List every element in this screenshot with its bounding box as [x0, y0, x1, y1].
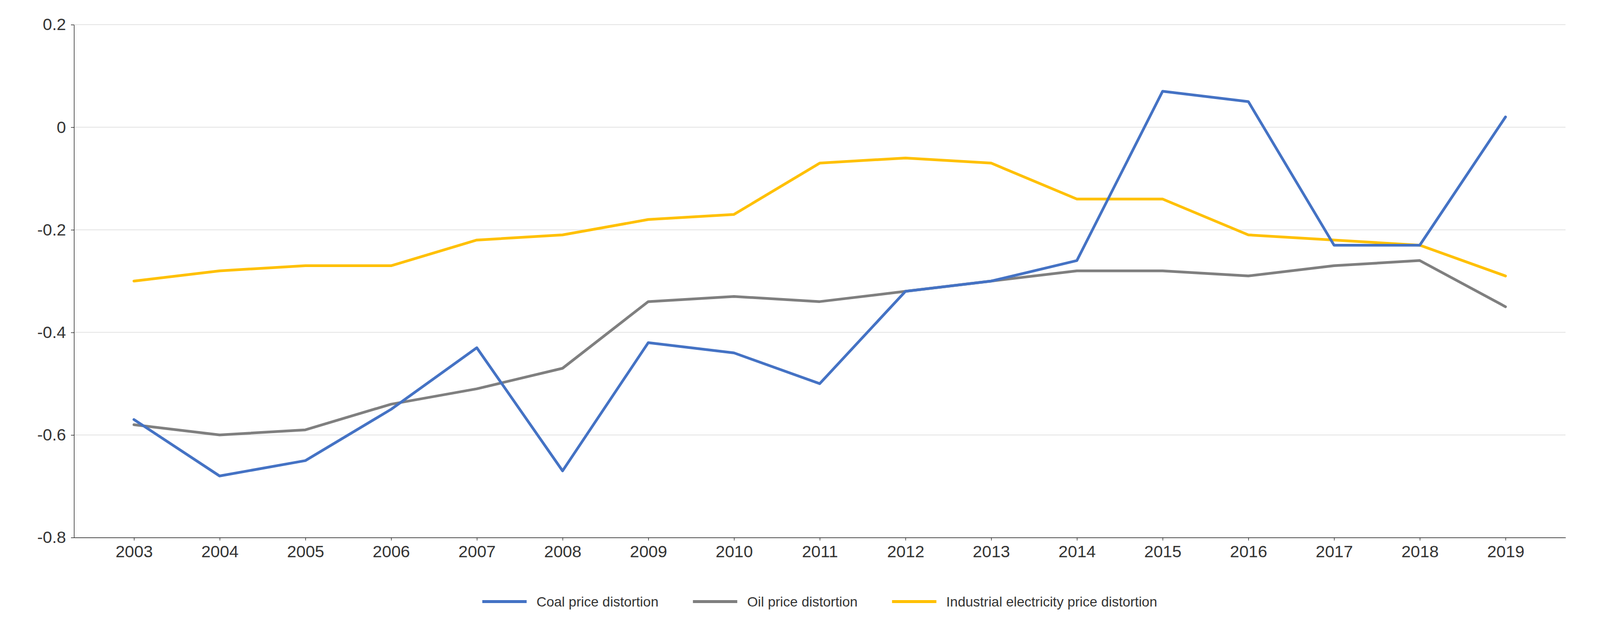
x-tick-mark — [1505, 537, 1506, 541]
x-tick: 2015 — [1144, 537, 1182, 561]
legend-item: Oil price distortion — [692, 594, 858, 610]
legend-label: Industrial electricity price distortion — [946, 594, 1158, 610]
x-tick-mark — [391, 537, 392, 541]
x-tick-mark — [476, 537, 478, 541]
x-tick-mark — [1076, 537, 1078, 541]
grid-line — [73, 24, 1566, 26]
legend-swatch — [891, 600, 937, 604]
legend: Coal price distortion Oil price distortio… — [482, 594, 1158, 610]
grid-line — [73, 332, 1566, 334]
y-tick-mark — [70, 435, 74, 436]
x-axis: 2003 2004 2005 2006 2007 2008 2009 2010 2011 2012… — [74, 537, 1566, 561]
x-tick: 2007 — [458, 537, 496, 561]
x-tick: 2016 — [1229, 537, 1268, 561]
x-tick-mark — [1248, 537, 1249, 541]
y-tick-label: -0.6 — [36, 425, 67, 444]
y-tick-mark — [70, 332, 74, 334]
x-tick: 2013 — [972, 537, 1011, 561]
x-tick-mark — [1333, 537, 1335, 541]
x-tick-mark — [219, 537, 221, 541]
legend-label: Oil price distortion — [747, 594, 858, 610]
y-tick: -0.2 — [36, 220, 74, 239]
x-tick-label: 2019 — [1487, 542, 1525, 561]
y-tick-mark — [70, 24, 74, 26]
chart: 2003 2004 2005 2006 2007 2008 2009 2010 2011 2012… — [0, 0, 1600, 641]
x-tick-label: 2010 — [715, 542, 753, 561]
y-tick: -0.8 — [36, 527, 74, 547]
x-tick: 2003 — [115, 537, 153, 561]
y-tick-mark — [70, 229, 74, 231]
x-tick-label: 2006 — [372, 542, 410, 561]
series-line — [134, 91, 1506, 477]
legend-item: Industrial electricity price distortion — [891, 594, 1158, 610]
y-tick: -0.6 — [36, 425, 74, 444]
x-tick-label: 2009 — [629, 542, 668, 561]
x-tick-label: 2015 — [1144, 542, 1182, 561]
x-tick-label: 2004 — [201, 542, 239, 561]
x-tick: 2018 — [1401, 537, 1439, 561]
y-tick-mark — [70, 127, 74, 128]
y-tick: -0.4 — [36, 322, 74, 342]
grid-line — [73, 229, 1566, 231]
x-tick-mark — [819, 537, 821, 541]
x-tick-label: 2005 — [286, 542, 325, 561]
y-tick-label: -0.4 — [36, 322, 67, 342]
x-tick-label: 2012 — [886, 542, 925, 561]
grid-line — [73, 126, 1566, 128]
y-tick-mark — [70, 537, 74, 539]
x-tick: 2008 — [544, 537, 582, 561]
y-tick: 0.2 — [42, 14, 74, 34]
grid — [73, 24, 1566, 538]
x-tick-mark — [562, 537, 564, 541]
x-tick-label: 2003 — [115, 542, 153, 561]
x-tick-label: 2016 — [1229, 542, 1268, 561]
legend-label: Coal price distortion — [536, 594, 659, 610]
x-tick-label: 2008 — [544, 542, 582, 561]
y-tick-label: -0.2 — [36, 220, 67, 239]
x-tick-mark — [905, 537, 906, 541]
legend-item: Coal price distortion — [482, 594, 659, 610]
x-tick: 2012 — [886, 537, 925, 561]
legend-swatch — [482, 600, 527, 604]
x-tick-label: 2013 — [972, 542, 1011, 561]
x-tick-mark — [734, 537, 735, 541]
y-axis: -0.8 -0.6 -0.4 -0.2 0 0.2 — [36, 14, 74, 547]
x-tick: 2014 — [1058, 537, 1096, 561]
x-tick: 2010 — [715, 537, 753, 561]
grid-line — [73, 434, 1566, 436]
x-tick-mark — [134, 537, 135, 541]
legend-swatch — [692, 600, 738, 604]
y-tick-label: -0.8 — [36, 527, 67, 547]
series-line — [134, 260, 1506, 436]
x-tick-mark — [648, 537, 649, 541]
x-tick-mark — [1162, 537, 1163, 541]
x-tick: 2011 — [801, 537, 838, 561]
x-tick-label: 2007 — [458, 542, 496, 561]
x-tick: 2017 — [1315, 537, 1354, 561]
x-tick-label: 2014 — [1058, 542, 1096, 561]
x-tick-label: 2017 — [1315, 542, 1354, 561]
x-tick: 2006 — [372, 537, 410, 561]
x-tick-mark — [990, 537, 992, 541]
plot-area — [134, 91, 1506, 477]
y-axis-line — [73, 25, 75, 539]
x-tick: 2009 — [629, 537, 668, 561]
x-tick: 2019 — [1487, 537, 1525, 561]
x-tick-mark — [305, 537, 307, 541]
x-tick: 2005 — [286, 537, 325, 561]
series-line — [134, 158, 1506, 282]
x-tick: 2004 — [201, 537, 239, 561]
x-tick-label: 2011 — [801, 542, 838, 561]
y-tick-label: 0.2 — [42, 14, 67, 34]
y-tick-label: 0 — [56, 117, 67, 137]
x-tick-mark — [1419, 537, 1421, 541]
y-tick: 0 — [56, 117, 74, 137]
x-tick-label: 2018 — [1401, 542, 1439, 561]
